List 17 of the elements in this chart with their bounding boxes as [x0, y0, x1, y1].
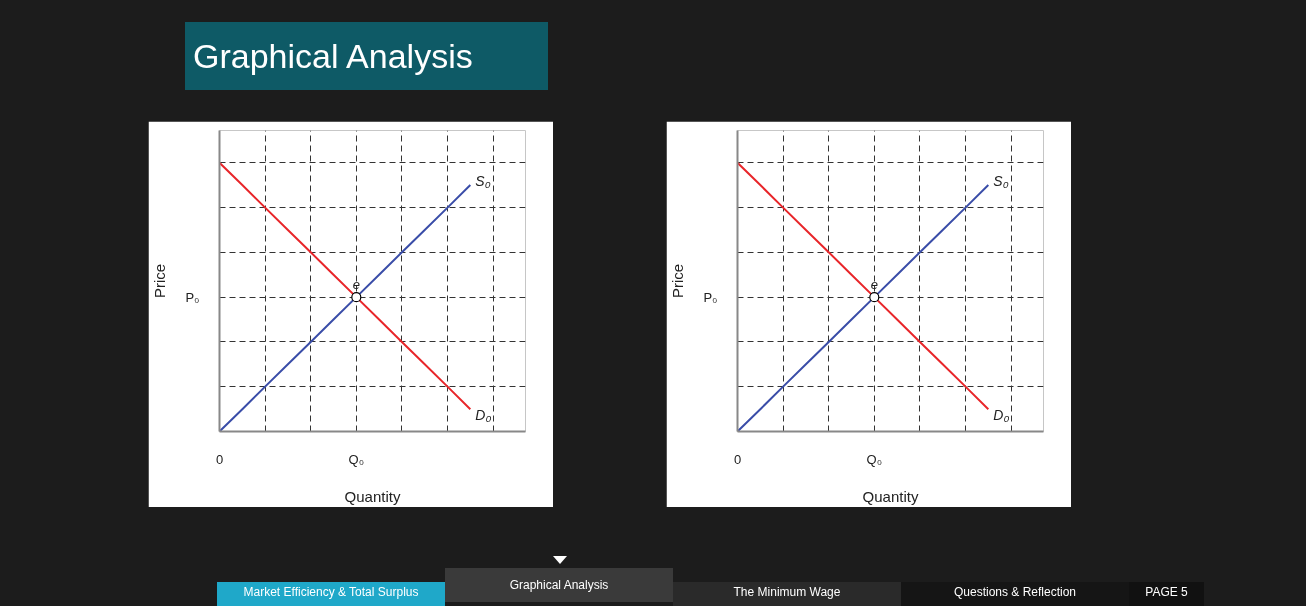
x-tick-label: 0	[733, 451, 742, 467]
series-label: D₀	[993, 407, 1010, 424]
x-tick-label: Q₀	[348, 451, 365, 467]
annotation: e	[352, 277, 360, 293]
y-axis-title: Price	[151, 263, 169, 299]
x-axis-title: Quantity	[862, 487, 919, 505]
y-axis-title: Price	[669, 263, 687, 299]
series-label: D₀	[475, 407, 492, 424]
series-label: S₀	[993, 173, 1009, 190]
chart-title: Graphical Analysis	[193, 36, 473, 77]
x-axis-title: Quantity	[344, 487, 401, 505]
series-label: S₀	[475, 173, 491, 190]
x-tick-label: 0	[215, 451, 224, 467]
text: P₀	[703, 289, 718, 305]
x-tick-label: Q₀	[866, 451, 883, 467]
text: P₀	[185, 289, 200, 305]
annotation: e	[870, 277, 878, 293]
